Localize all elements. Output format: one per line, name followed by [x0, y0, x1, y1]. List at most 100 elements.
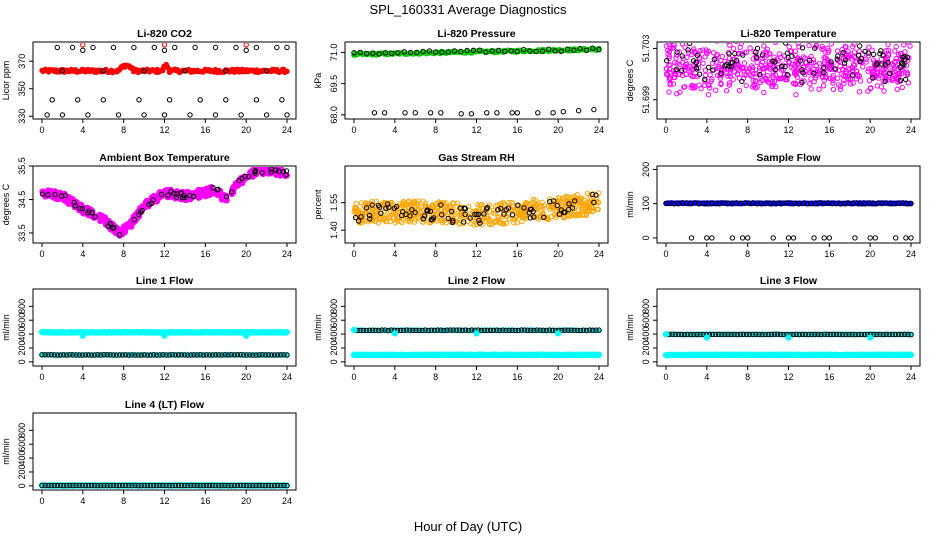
data-point [181, 195, 188, 201]
data-point [497, 327, 503, 334]
data-point [740, 331, 747, 337]
data-point [231, 352, 238, 358]
data-point [119, 482, 126, 489]
data-point [432, 201, 439, 207]
data-point [793, 81, 799, 88]
data-point [284, 112, 290, 118]
data-point [90, 44, 96, 51]
data-point [410, 327, 416, 334]
x-tick-label: 4 [80, 372, 85, 382]
data-point [750, 331, 756, 338]
data-point [88, 352, 95, 358]
data-point [908, 235, 914, 241]
data-point [194, 352, 200, 358]
data-point [216, 352, 222, 358]
data-marks [351, 190, 602, 228]
x-tick-label: 20 [865, 249, 875, 259]
data-point [168, 188, 174, 194]
data-point [771, 331, 778, 337]
data-point [247, 482, 253, 489]
data-point [905, 331, 911, 338]
data-point [566, 201, 572, 207]
data-point [572, 213, 579, 219]
data-point [253, 352, 259, 358]
data-point [821, 69, 827, 76]
data-point [203, 190, 210, 197]
data-point [378, 210, 384, 217]
data-point [459, 327, 466, 334]
data-point [223, 68, 229, 74]
data-point [48, 482, 54, 489]
y-tick-label: 0 [17, 359, 27, 364]
data-point [116, 482, 123, 489]
data-point [865, 88, 871, 94]
data-point [464, 47, 470, 54]
data-point [154, 482, 160, 489]
data-point [585, 204, 592, 210]
data-point [508, 48, 514, 54]
data-point [751, 71, 757, 77]
data-point [558, 198, 564, 204]
data-point [807, 70, 813, 76]
data-point [388, 327, 394, 333]
data-point [92, 352, 98, 358]
data-point [509, 327, 515, 333]
data-point [240, 352, 247, 358]
data-point [546, 46, 552, 52]
data-point [439, 219, 445, 226]
data-point [792, 52, 798, 59]
data-point [685, 47, 691, 53]
data-point [228, 352, 234, 358]
data-point [265, 482, 272, 489]
data-point [126, 352, 132, 358]
data-point [587, 327, 593, 333]
data-point [805, 65, 811, 71]
data-point [161, 112, 168, 118]
data-point [813, 62, 819, 69]
data-point [824, 331, 830, 338]
data-point [571, 205, 578, 212]
data-point [448, 208, 455, 215]
data-point [830, 80, 836, 86]
data-point [753, 78, 759, 84]
data-point [495, 47, 502, 54]
data-point [771, 78, 778, 85]
data-point [166, 97, 173, 103]
data-point [713, 87, 719, 93]
data-point [182, 482, 188, 489]
data-point [482, 209, 489, 216]
data-point [726, 63, 732, 70]
data-point [154, 352, 160, 358]
data-point [591, 199, 597, 206]
data-point [352, 214, 359, 221]
chart-title: Line 3 Flow [760, 275, 818, 287]
y-tick-label: 600 [17, 313, 27, 328]
data-point [800, 70, 806, 76]
data-point [850, 61, 857, 68]
data-point [397, 201, 403, 207]
data-point [281, 352, 287, 358]
data-point [854, 59, 860, 65]
data-point [826, 235, 832, 241]
data-point [132, 482, 138, 489]
data-point [234, 352, 241, 358]
data-point [826, 59, 832, 66]
data-point [514, 220, 520, 226]
y-tick-label: 800 [17, 299, 27, 314]
data-point [160, 352, 166, 358]
data-point [278, 352, 284, 358]
y-tick-label: 330 [17, 109, 27, 124]
data-point [569, 205, 576, 211]
data-point [679, 53, 685, 59]
x-tick-label: 24 [594, 249, 604, 259]
data-point [85, 112, 91, 118]
data-point [456, 327, 463, 333]
data-point [897, 64, 903, 71]
data-point [589, 205, 595, 211]
data-point [876, 72, 882, 78]
data-point [88, 482, 95, 489]
data-point [596, 327, 602, 333]
data-point [690, 83, 696, 89]
chart-title: Li-820 Pressure [437, 28, 515, 40]
